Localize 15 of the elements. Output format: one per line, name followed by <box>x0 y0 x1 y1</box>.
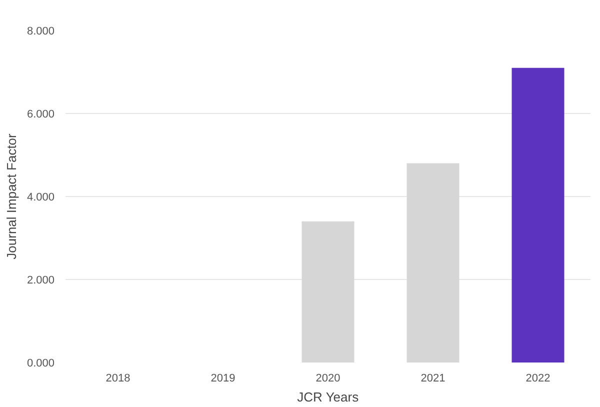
x-tick-label: 2020 <box>316 372 340 384</box>
bar <box>512 68 564 362</box>
y-tick-label: 4.000 <box>26 192 55 204</box>
bar <box>406 163 460 362</box>
x-tick-label: 2022 <box>526 372 550 384</box>
y-tick-label: 0.000 <box>26 358 55 370</box>
x-tick-label: 2021 <box>420 372 446 384</box>
bar <box>302 221 354 362</box>
y-tick-label: 2.000 <box>26 274 55 286</box>
y-axis-title: Journal Impact Factor <box>4 132 19 260</box>
x-tick-label: 2018 <box>106 372 130 384</box>
y-tick-label: 8.000 <box>26 26 55 38</box>
x-axis-title: JCR Years <box>297 390 360 404</box>
y-tick-label: 6.000 <box>26 108 55 120</box>
x-tick-label: 2019 <box>210 372 236 384</box>
